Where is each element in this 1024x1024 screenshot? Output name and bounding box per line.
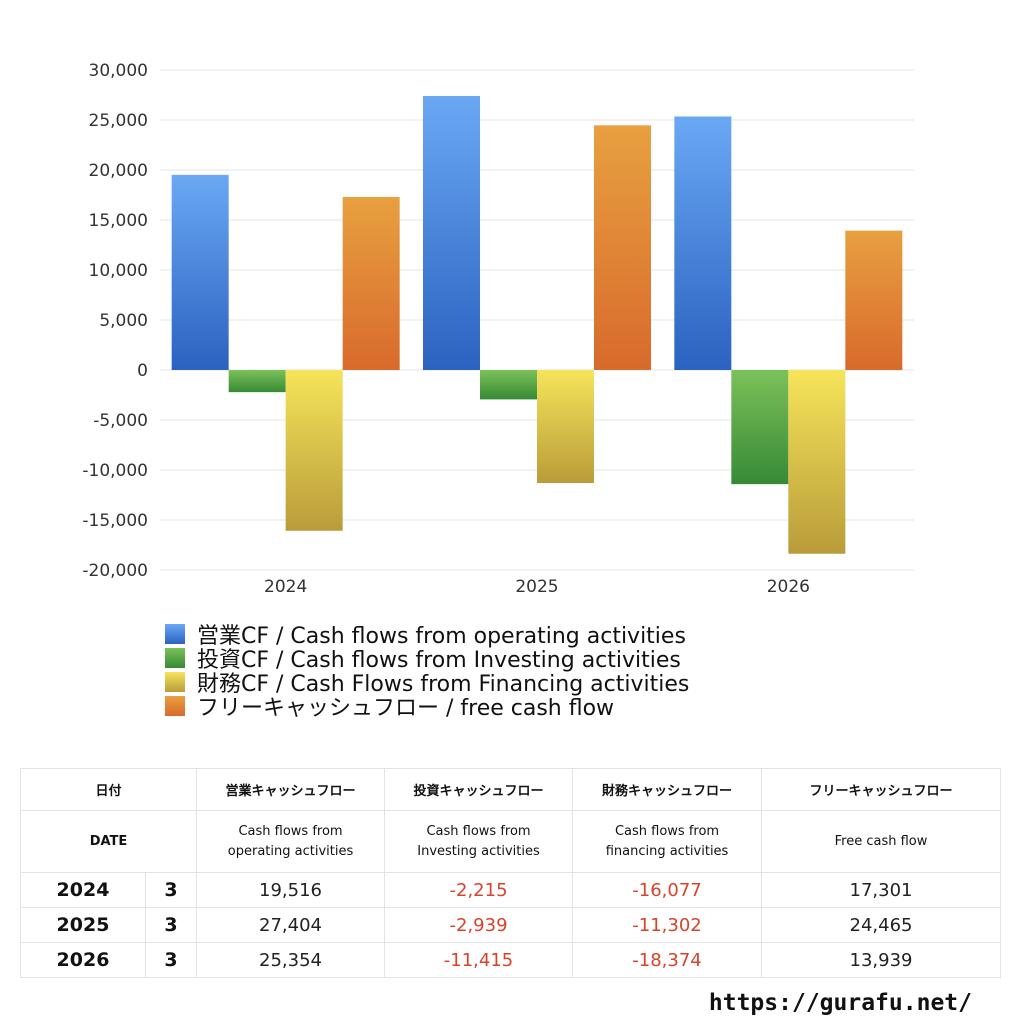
x-axis-labels: 2024 2025 2026 (264, 577, 810, 597)
row-year: 2025 (20, 907, 146, 943)
y-tick-label: -15,000 (82, 511, 148, 531)
y-tick-label: 20,000 (89, 161, 148, 181)
y-tick-label: -20,000 (82, 561, 148, 581)
site-url[interactable]: https://gurafu.net/ (708, 990, 972, 1016)
cash-flow-bar-chart: 30,000 25,000 20,000 15,000 10,000 5,000 0 -5,0… (82, 61, 914, 597)
row-operating: 25,354 (196, 942, 386, 978)
y-tick-label: 0 (137, 361, 148, 381)
row-investing: -11,415 (384, 942, 574, 978)
header-operating: 営業キャッシュフロー (196, 768, 386, 811)
y-tick-label: 5,000 (99, 311, 148, 331)
subheader-operating-line1: Cash flows from (238, 823, 343, 839)
bar-investing-2026 (731, 370, 789, 485)
legend-label-free: フリーキャッシュフロー / free cash flow (197, 696, 615, 721)
legend-swatch-financing (165, 672, 185, 692)
y-tick-label: -5,000 (93, 411, 148, 431)
bar-free-2024 (342, 196, 400, 370)
row-investing: -2,939 (384, 907, 574, 943)
subheader-financing: Cash flows from financing activities (572, 810, 763, 873)
row-free: 13,939 (761, 942, 1002, 978)
subheader-investing: Cash flows from Investing activities (384, 810, 574, 873)
x-tick-label: 2024 (264, 577, 307, 597)
header-investing: 投資キャッシュフロー (384, 768, 574, 811)
bar-investing-2024 (228, 370, 286, 393)
bar-operating-2025 (423, 95, 480, 371)
table-row: 2024 3 19,516 -2,215 -16,077 17,301 (20, 872, 1002, 908)
legend: 営業CF / Cash flows from operating activit… (165, 622, 689, 721)
y-axis-labels: 30,000 25,000 20,000 15,000 10,000 5,000 0 -5,0… (82, 61, 148, 581)
row-free: 24,465 (761, 907, 1002, 943)
row-year: 2026 (20, 942, 146, 978)
row-investing: -2,215 (384, 872, 574, 908)
row-month: 3 (144, 872, 198, 908)
y-tick-label: -10,000 (82, 461, 148, 481)
row-operating: 27,404 (196, 907, 386, 943)
y-tick-label: 25,000 (89, 111, 148, 131)
x-tick-label: 2025 (515, 577, 558, 597)
legend-item-operating: 営業CF / Cash flows from operating activit… (165, 622, 689, 649)
y-tick-label: 10,000 (89, 261, 148, 281)
bars (171, 95, 903, 554)
table-header-row: 日付 営業キャッシュフロー 投資キャッシュフロー 財務キャッシュフロー フリーキ… (19, 768, 1002, 811)
row-free: 17,301 (761, 872, 1002, 908)
cash-flow-table: 日付 営業キャッシュフロー 投資キャッシュフロー 財務キャッシュフロー フリーキ… (19, 768, 1002, 978)
table-subheader-row: DATE Cash flows from operating activities… (19, 810, 1002, 873)
header-financing: 財務キャッシュフロー (572, 768, 763, 811)
bar-financing-2024 (285, 370, 343, 531)
subheader-financing-line1: Cash flows from (614, 823, 720, 839)
subheader-operating: Cash flows from operating activities (196, 810, 386, 873)
bar-financing-2026 (788, 370, 846, 554)
row-month: 3 (144, 907, 198, 943)
subheader-date: DATE (19, 810, 198, 873)
bar-free-2026 (845, 230, 903, 370)
row-financing: -18,374 (572, 942, 763, 978)
legend-swatch-free (165, 696, 185, 716)
header-free: フリーキャッシュフロー (761, 768, 1002, 811)
bar-free-2025 (594, 125, 651, 370)
row-financing: -16,077 (572, 872, 763, 908)
subheader-investing-line2: Investing activities (417, 843, 540, 859)
legend-label-financing: 財務CF / Cash Flows from Financing activit… (197, 672, 690, 697)
legend-swatch-investing (165, 648, 185, 668)
subheader-operating-line2: operating activities (227, 843, 354, 859)
subheader-financing-line2: financing activities (605, 843, 729, 859)
legend-label-operating: 営業CF / Cash flows from operating activit… (197, 624, 686, 649)
bar-investing-2025 (480, 370, 537, 400)
bar-financing-2025 (537, 370, 594, 484)
row-year: 2024 (20, 872, 146, 908)
y-tick-label: 15,000 (89, 211, 148, 231)
header-date: 日付 (19, 768, 198, 811)
row-month: 3 (144, 942, 198, 978)
bar-operating-2026 (674, 116, 732, 371)
legend-item-free: フリーキャッシュフロー / free cash flow (165, 694, 689, 721)
row-financing: -11,302 (572, 907, 763, 943)
subheader-free: Free cash flow (761, 810, 1002, 873)
bar-operating-2024 (171, 174, 229, 370)
legend-swatch-operating (165, 624, 185, 644)
subheader-investing-line1: Cash flows from (426, 823, 531, 839)
row-operating: 19,516 (196, 872, 386, 908)
table-row: 2025 3 27,404 -2,939 -11,302 24,465 (20, 907, 1002, 943)
y-tick-label: 30,000 (89, 61, 148, 81)
x-tick-label: 2026 (767, 577, 810, 597)
legend-item-investing: 投資CF / Cash flows from Investing activit… (165, 646, 689, 673)
legend-label-investing: 投資CF / Cash flows from Investing activit… (197, 648, 681, 673)
table-row: 2026 3 25,354 -11,415 -18,374 13,939 (20, 942, 1002, 978)
legend-item-financing: 財務CF / Cash Flows from Financing activit… (165, 670, 689, 697)
